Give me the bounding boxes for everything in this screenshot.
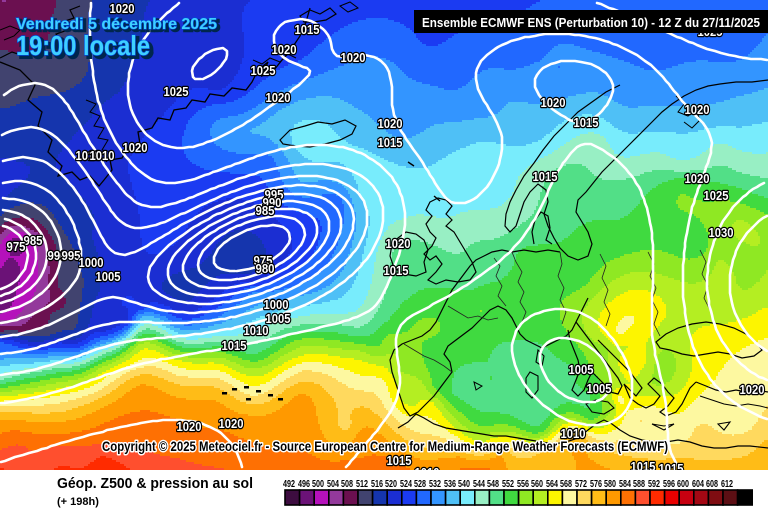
svg-text:512: 512 <box>356 479 368 490</box>
svg-text:(+ 198h): (+ 198h) <box>57 496 99 508</box>
svg-text:564: 564 <box>546 479 558 490</box>
svg-text:520: 520 <box>385 479 397 490</box>
svg-text:1025: 1025 <box>251 63 276 78</box>
svg-text:580: 580 <box>604 479 616 490</box>
svg-text:532: 532 <box>429 479 441 490</box>
svg-text:508: 508 <box>341 479 353 490</box>
svg-text:1020: 1020 <box>541 95 566 110</box>
svg-text:1005: 1005 <box>96 269 121 284</box>
svg-text:560: 560 <box>531 479 543 490</box>
svg-text:985: 985 <box>24 233 43 248</box>
svg-text:985: 985 <box>256 203 275 218</box>
svg-text:1020: 1020 <box>685 102 710 117</box>
svg-text:995: 995 <box>62 248 81 263</box>
svg-text:1025: 1025 <box>704 188 729 203</box>
svg-text:556: 556 <box>517 479 529 490</box>
svg-text:568: 568 <box>560 479 572 490</box>
svg-text:Copyright © 2025 Meteociel.fr: Copyright © 2025 Meteociel.fr - Source E… <box>102 439 668 454</box>
svg-text:1020: 1020 <box>740 382 765 397</box>
svg-text:608: 608 <box>706 479 718 490</box>
svg-text:528: 528 <box>414 479 426 490</box>
svg-text:576: 576 <box>590 479 602 490</box>
svg-text:1015: 1015 <box>533 169 558 184</box>
svg-text:500: 500 <box>312 479 324 490</box>
svg-text:990: 990 <box>263 195 282 210</box>
svg-text:1020: 1020 <box>110 1 135 16</box>
svg-text:1015: 1015 <box>378 135 403 150</box>
svg-text:596: 596 <box>663 479 675 490</box>
svg-text:1015: 1015 <box>295 22 320 37</box>
svg-text:1020: 1020 <box>219 416 244 431</box>
svg-text:584: 584 <box>619 479 631 490</box>
svg-text:995: 995 <box>265 187 284 202</box>
svg-text:1000: 1000 <box>264 297 289 312</box>
svg-text:612: 612 <box>721 479 733 490</box>
svg-text:1015: 1015 <box>574 115 599 130</box>
svg-text:524: 524 <box>400 479 412 490</box>
svg-text:544: 544 <box>473 479 485 490</box>
svg-text:496: 496 <box>298 479 310 490</box>
svg-text:540: 540 <box>458 479 470 490</box>
svg-text:572: 572 <box>575 479 587 490</box>
svg-text:1020: 1020 <box>177 419 202 434</box>
svg-text:980: 980 <box>256 261 275 276</box>
svg-text:1020: 1020 <box>272 42 297 57</box>
svg-text:975: 975 <box>254 253 273 268</box>
svg-text:1005: 1005 <box>266 311 291 326</box>
svg-text:588: 588 <box>633 479 645 490</box>
svg-text:1020: 1020 <box>341 50 366 65</box>
svg-text:516: 516 <box>371 479 383 490</box>
svg-text:19:00 locale: 19:00 locale <box>16 30 150 61</box>
svg-text:592: 592 <box>648 479 660 490</box>
svg-text:1020: 1020 <box>386 236 411 251</box>
svg-text:1020: 1020 <box>378 116 403 131</box>
svg-text:1015: 1015 <box>222 338 247 353</box>
svg-text:1010: 1010 <box>76 148 101 163</box>
svg-text:1005: 1005 <box>569 362 594 377</box>
svg-text:1005: 1005 <box>587 381 612 396</box>
svg-text:Vendredi 5 décembre 2025: Vendredi 5 décembre 2025 <box>16 16 217 33</box>
svg-text:536: 536 <box>444 479 456 490</box>
svg-text:Ensemble ECMWF ENS (Perturbat: Ensemble ECMWF ENS (Perturbation 10) - 1… <box>422 15 760 30</box>
svg-text:1025: 1025 <box>164 84 189 99</box>
svg-text:Géop. Z500 & pression au sol: Géop. Z500 & pression au sol <box>57 476 253 492</box>
svg-text:552: 552 <box>502 479 514 490</box>
svg-text:1020: 1020 <box>123 140 148 155</box>
svg-text:1020: 1020 <box>685 171 710 186</box>
svg-text:1010: 1010 <box>244 323 269 338</box>
svg-text:600: 600 <box>677 479 689 490</box>
svg-text:1020: 1020 <box>266 90 291 105</box>
svg-text:548: 548 <box>487 479 499 490</box>
svg-text:504: 504 <box>327 479 339 490</box>
svg-text:19:00 locale: 19:00 locale <box>19 33 153 64</box>
svg-text:990: 990 <box>48 248 67 263</box>
svg-text:975: 975 <box>7 239 26 254</box>
svg-text:1000: 1000 <box>79 255 104 270</box>
svg-text:1010: 1010 <box>561 426 586 441</box>
svg-text:604: 604 <box>692 479 704 490</box>
svg-text:1010: 1010 <box>90 148 115 163</box>
svg-text:492: 492 <box>283 479 295 490</box>
svg-text:1030: 1030 <box>709 225 734 240</box>
svg-text:Vendredi 5 décembre 2025: Vendredi 5 décembre 2025 <box>19 18 220 35</box>
svg-text:1015: 1015 <box>387 453 412 468</box>
svg-text:1015: 1015 <box>384 263 409 278</box>
